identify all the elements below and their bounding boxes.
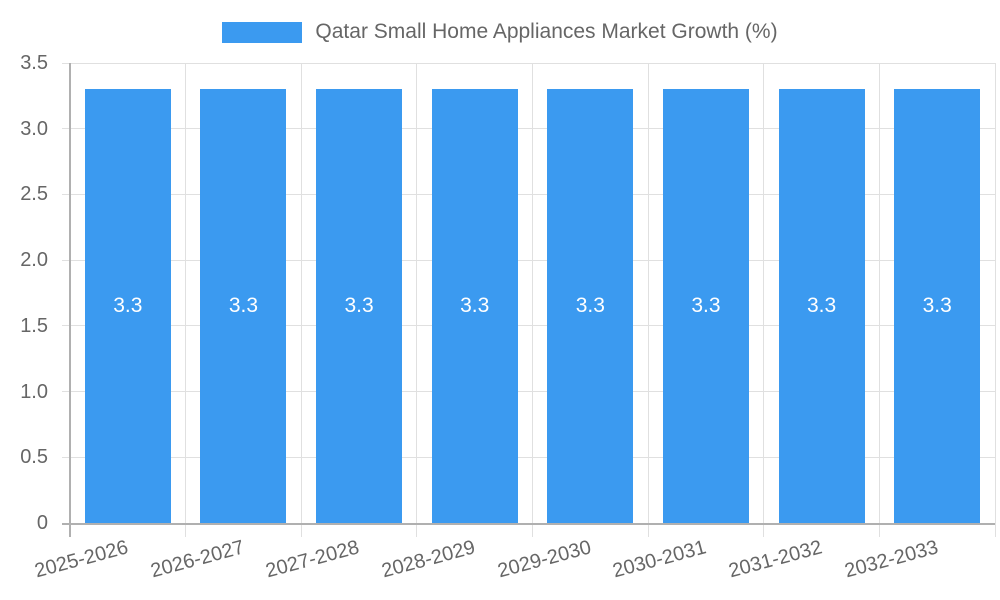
y-gridline — [62, 259, 995, 261]
bar-value-label: 3.3 — [113, 294, 143, 318]
x-gridline — [994, 63, 996, 537]
x-tick-label: 2025-2026 — [32, 536, 131, 583]
y-gridline — [62, 128, 995, 130]
x-gridline — [185, 63, 187, 537]
x-tick-label: 2029-2030 — [495, 536, 594, 583]
y-gridline — [62, 62, 995, 64]
bar-value-label: 3.3 — [575, 294, 605, 318]
y-tick-label: 1.5 — [20, 314, 48, 337]
x-gridline — [763, 63, 765, 537]
y-gridline — [62, 193, 995, 195]
bar[interactable]: 3.3 — [778, 89, 865, 523]
legend-label: Qatar Small Home Appliances Market Growt… — [315, 20, 778, 43]
x-tick-label: 2032-2033 — [841, 536, 941, 583]
bar[interactable]: 3.3 — [431, 89, 518, 523]
x-tick-label: 2030-2031 — [610, 536, 709, 583]
y-gridline — [62, 391, 995, 393]
bar-value-label: 3.3 — [806, 294, 837, 318]
bar-value-label: 3.3 — [460, 294, 490, 318]
legend: Qatar Small Home Appliances Market Growt… — [0, 20, 1000, 44]
bar[interactable]: 3.3 — [894, 89, 981, 523]
x-gridline — [878, 63, 880, 537]
y-tick-label: 3.0 — [20, 117, 48, 140]
x-gridline — [300, 63, 302, 537]
y-tick-label: 1.0 — [20, 380, 48, 403]
x-tick-label: 2027-2028 — [263, 536, 362, 583]
bar[interactable]: 3.3 — [662, 89, 749, 523]
x-tick-label: 2026-2027 — [148, 536, 247, 583]
bar[interactable]: 3.3 — [84, 89, 171, 523]
bar-value-label: 3.3 — [228, 294, 259, 318]
y-tick-label: 0.5 — [20, 446, 48, 469]
bar[interactable]: 3.3 — [200, 89, 287, 523]
y-gridline — [62, 456, 995, 458]
y-tick-label: 2.5 — [20, 183, 48, 206]
y-tick-label: 2.0 — [20, 249, 48, 272]
x-tick-label: 2028-2029 — [379, 536, 478, 583]
bar-value-label: 3.3 — [344, 294, 374, 318]
bar-value-label: 3.3 — [922, 294, 952, 318]
x-gridline — [532, 63, 533, 537]
bar[interactable]: 3.3 — [547, 89, 634, 523]
bar[interactable]: 3.3 — [316, 89, 403, 523]
y-tick-label: 3.5 — [20, 52, 48, 74]
y-tick-label: 0 — [36, 512, 48, 534]
y-axis-line — [69, 63, 71, 537]
x-tick-label: 2031-2032 — [726, 536, 825, 583]
bar-value-label: 3.3 — [691, 294, 721, 318]
y-gridline — [62, 325, 995, 327]
x-gridline — [647, 63, 649, 537]
legend-swatch — [222, 21, 303, 43]
legend-item[interactable]: Qatar Small Home Appliances Market Growt… — [222, 20, 778, 44]
x-axis-line — [62, 523, 995, 525]
x-gridline — [416, 63, 418, 537]
